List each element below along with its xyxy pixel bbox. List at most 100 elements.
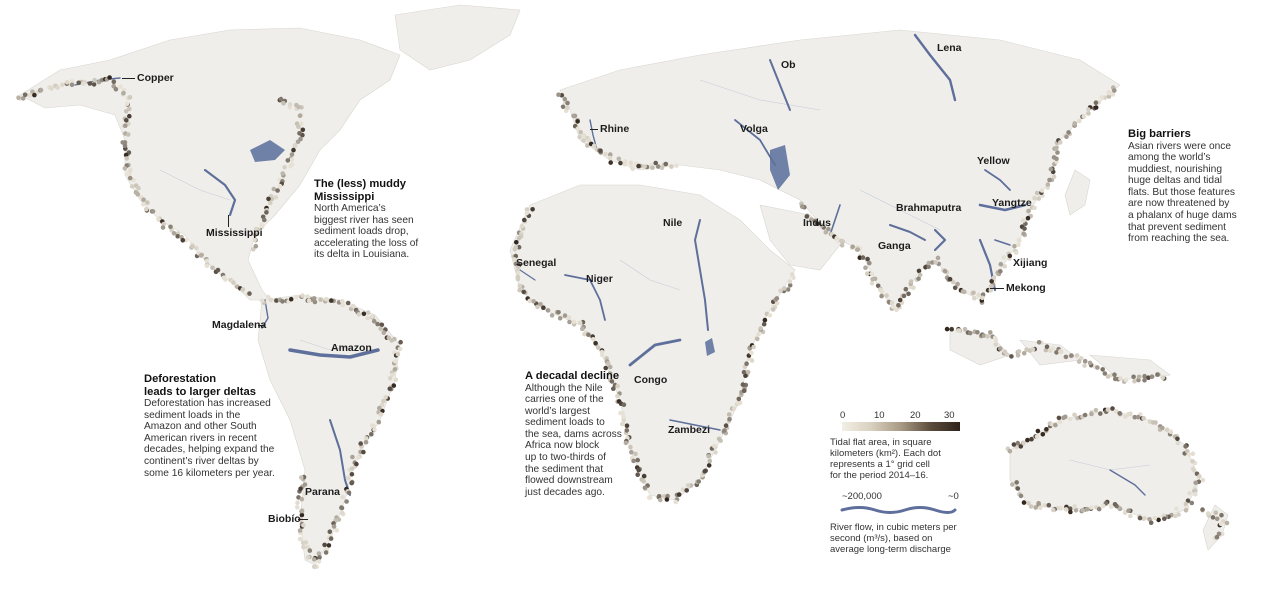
tidal-dot	[1214, 534, 1220, 540]
tidal-dot	[1026, 500, 1031, 506]
tidal-dot	[1128, 411, 1133, 417]
map-legend: 0 10 20 30 Tidal flat area, in square ki…	[830, 410, 970, 555]
lakes	[250, 140, 790, 356]
tidal-dot	[344, 499, 349, 504]
tidal-dot	[1106, 94, 1112, 99]
tidal-scale-ticks: 0 10 20 30	[830, 410, 960, 422]
tidal-dot	[311, 557, 317, 562]
tidal-dot	[268, 200, 273, 206]
tidal-dot	[980, 295, 985, 301]
tidal-dot	[355, 455, 361, 461]
tidal-dot	[1018, 493, 1024, 499]
tidal-dot	[92, 77, 97, 83]
tidal-dot	[381, 330, 387, 336]
tidal-dot	[967, 330, 973, 336]
tidal-dot	[1200, 507, 1205, 512]
tidal-dot	[271, 186, 277, 192]
tidal-dot	[513, 245, 518, 250]
tidal-dot	[1108, 504, 1114, 510]
tidal-dot	[327, 529, 333, 534]
tidal-dot	[125, 171, 131, 177]
tidal-dot	[624, 428, 630, 433]
tidal-dot	[867, 260, 872, 266]
tidal-dot	[1185, 498, 1191, 504]
tidal-dot	[55, 85, 60, 90]
tidal-dot	[1100, 503, 1106, 509]
tidal-dot	[593, 340, 598, 346]
tidal-dot	[318, 297, 323, 303]
tidal-dot	[1042, 503, 1047, 508]
tidal-dot	[122, 143, 128, 149]
annotation-heading: Big barriers	[1128, 128, 1191, 140]
tidal-dot	[791, 275, 796, 281]
tidal-dot	[531, 299, 536, 304]
tidal-dot	[1135, 414, 1141, 420]
magdalena-river	[261, 299, 269, 329]
tidal-dot	[1156, 517, 1161, 523]
tidal-dot	[1088, 505, 1094, 510]
main-rivers	[74, 33, 1146, 496]
leader-line	[228, 215, 229, 227]
tidal-dot	[756, 331, 761, 337]
tidal-dot	[371, 423, 377, 429]
landmasses	[19, 4, 1229, 566]
tidal-dot	[1044, 427, 1049, 432]
tidal-dot	[298, 486, 303, 492]
tidal-dot	[27, 93, 33, 98]
tidal-dot	[1016, 242, 1021, 248]
tidal-dot	[387, 376, 393, 381]
tidal-dot	[578, 129, 583, 135]
tidal-dot	[299, 475, 304, 480]
river-label-indus: Indus	[803, 217, 831, 229]
tidal-dot	[620, 410, 625, 416]
tidal-dot	[1168, 429, 1174, 435]
tidal-dot	[515, 264, 521, 270]
tidal-dot	[287, 102, 293, 107]
tidal-dot	[641, 473, 647, 479]
tidal-dot	[1058, 140, 1063, 145]
tidal-dot	[618, 160, 623, 166]
tidal-dot	[389, 338, 395, 343]
tidal-dot	[285, 158, 291, 163]
amazon-river	[288, 348, 380, 359]
tidal-dot	[305, 555, 311, 560]
tidal-dot	[1076, 359, 1082, 364]
tidal-dot	[1040, 432, 1046, 437]
tidal-dot	[262, 217, 267, 223]
tidal-dot	[1024, 347, 1029, 353]
tidal-dot	[581, 138, 586, 143]
tidal-dot	[1132, 378, 1137, 384]
tidal-dot	[723, 423, 729, 428]
tidal-dot	[1054, 145, 1059, 151]
annotation-big-barriers: Big barriers Asian rivers were once amon…	[1128, 128, 1278, 245]
lake-victoria	[705, 338, 715, 356]
tidal-dot	[917, 272, 923, 278]
tidal-dot	[69, 79, 75, 84]
tidal-dot	[740, 382, 746, 387]
tidal-dot	[122, 166, 128, 171]
tidal-dot	[349, 472, 355, 477]
tidal-dot	[1200, 477, 1206, 483]
tidal-dot	[603, 365, 608, 371]
tidal-dot	[361, 449, 366, 455]
tidal-dot	[706, 463, 712, 468]
tidal-dot	[361, 311, 367, 317]
tidal-dot	[1025, 215, 1031, 221]
tidal-dot	[664, 497, 670, 502]
tidal-dot	[630, 166, 635, 172]
arabia-land	[759, 204, 841, 271]
tidal-color-scale	[842, 422, 960, 431]
tidal-dot	[1131, 374, 1136, 380]
tidal-dot	[998, 346, 1003, 351]
tidal-dot	[865, 271, 870, 276]
tidal-dot	[299, 496, 305, 502]
tidal-dot	[1021, 440, 1026, 446]
tidal-dot	[635, 457, 640, 463]
tidal-dot	[669, 164, 674, 169]
river-label-niger: Niger	[586, 273, 613, 285]
tidal-dot	[767, 312, 773, 318]
tidal-dot	[64, 79, 70, 85]
tidal-dot	[619, 421, 625, 427]
tidal-dot	[253, 226, 259, 232]
tidal-dot	[253, 232, 258, 238]
